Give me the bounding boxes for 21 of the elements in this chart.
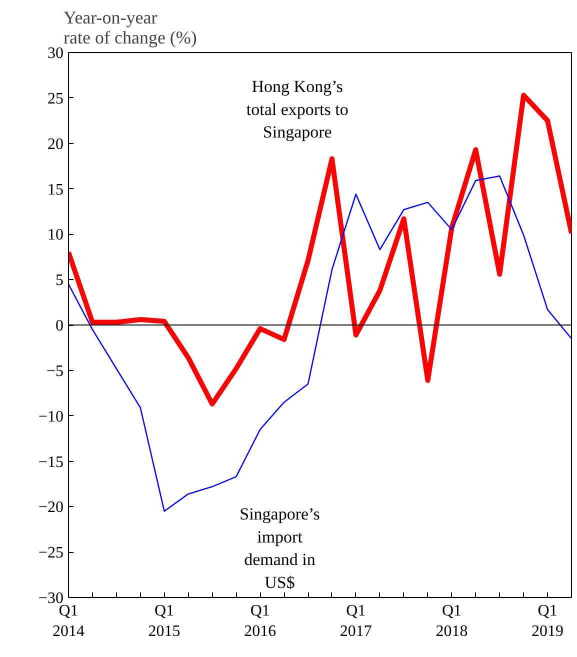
y-tick-label: 5 xyxy=(56,272,64,290)
x-tick-label: Q1 2014 xyxy=(52,602,84,640)
x-tick-label: Q1 2018 xyxy=(436,602,468,640)
y-tick-label: −5 xyxy=(46,362,64,380)
y-tick-label: −25 xyxy=(38,544,64,562)
x-tick-label: Q1 2015 xyxy=(148,602,180,640)
y-tick-label: −10 xyxy=(38,408,64,426)
y-axis-title: Year-on-year rate of change (%) xyxy=(64,8,197,48)
x-tick-label: Q1 2017 xyxy=(340,602,372,640)
y-tick-label: 25 xyxy=(48,90,64,108)
y-tick-label: −15 xyxy=(38,454,64,471)
x-tick-label: Q1 2016 xyxy=(244,602,276,640)
series-label: Singapore’s import demand in US$ xyxy=(240,504,320,592)
y-tick-label: 30 xyxy=(48,45,64,62)
y-tick-label: −20 xyxy=(38,499,64,516)
series-label: Hong Kong’s total exports to Singapore xyxy=(246,77,348,142)
x-tick-label: Q1 2019 xyxy=(532,602,564,640)
y-tick-label: 0 xyxy=(56,318,64,334)
y-tick-label: 10 xyxy=(48,226,64,244)
y-tick-label: 20 xyxy=(48,136,64,153)
y-tick-label: 15 xyxy=(48,181,64,198)
